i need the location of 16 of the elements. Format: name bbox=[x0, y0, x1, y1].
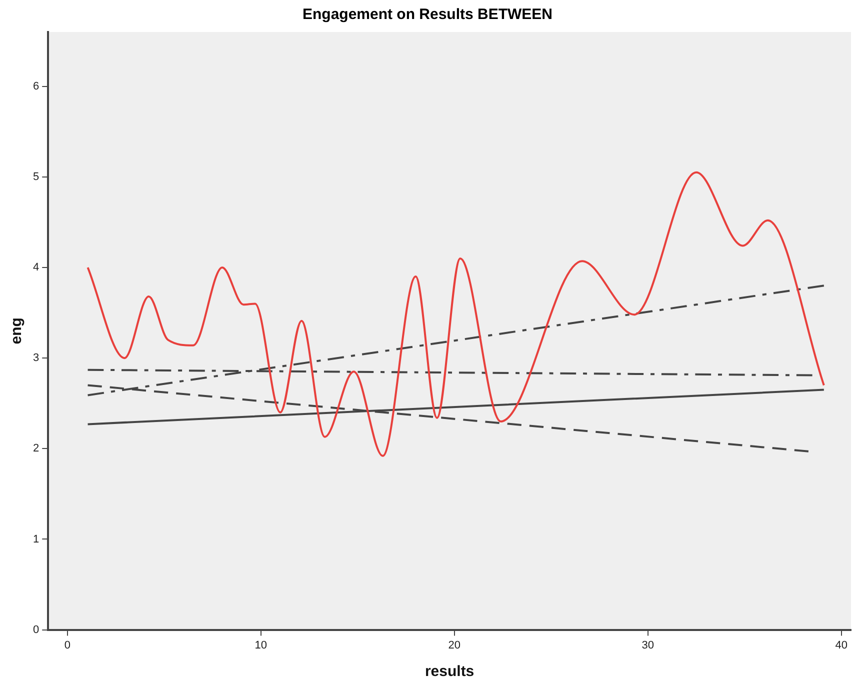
y-axis-title: eng bbox=[8, 318, 26, 344]
line-series bbox=[86, 171, 825, 457]
y-tick-label: 3 bbox=[32, 352, 40, 364]
x-tick-label: 20 bbox=[448, 639, 461, 652]
y-tick-label: 2 bbox=[32, 442, 40, 455]
x-tick-label: 10 bbox=[254, 639, 268, 652]
x-tick-label: 0 bbox=[64, 639, 71, 652]
y-tick-label: 0 bbox=[32, 624, 40, 636]
y-tick-label: 1 bbox=[32, 533, 40, 546]
y-tick-label: 5 bbox=[32, 170, 40, 183]
x-axis-title: results bbox=[424, 663, 474, 680]
chart-title: Engagement on Results BETWEEN bbox=[302, 6, 553, 24]
x-tick-label: 30 bbox=[642, 639, 654, 652]
x-tick-label: 40 bbox=[835, 639, 848, 652]
y-tick-label: 4 bbox=[32, 262, 40, 274]
y-tick-label: 6 bbox=[32, 80, 40, 92]
